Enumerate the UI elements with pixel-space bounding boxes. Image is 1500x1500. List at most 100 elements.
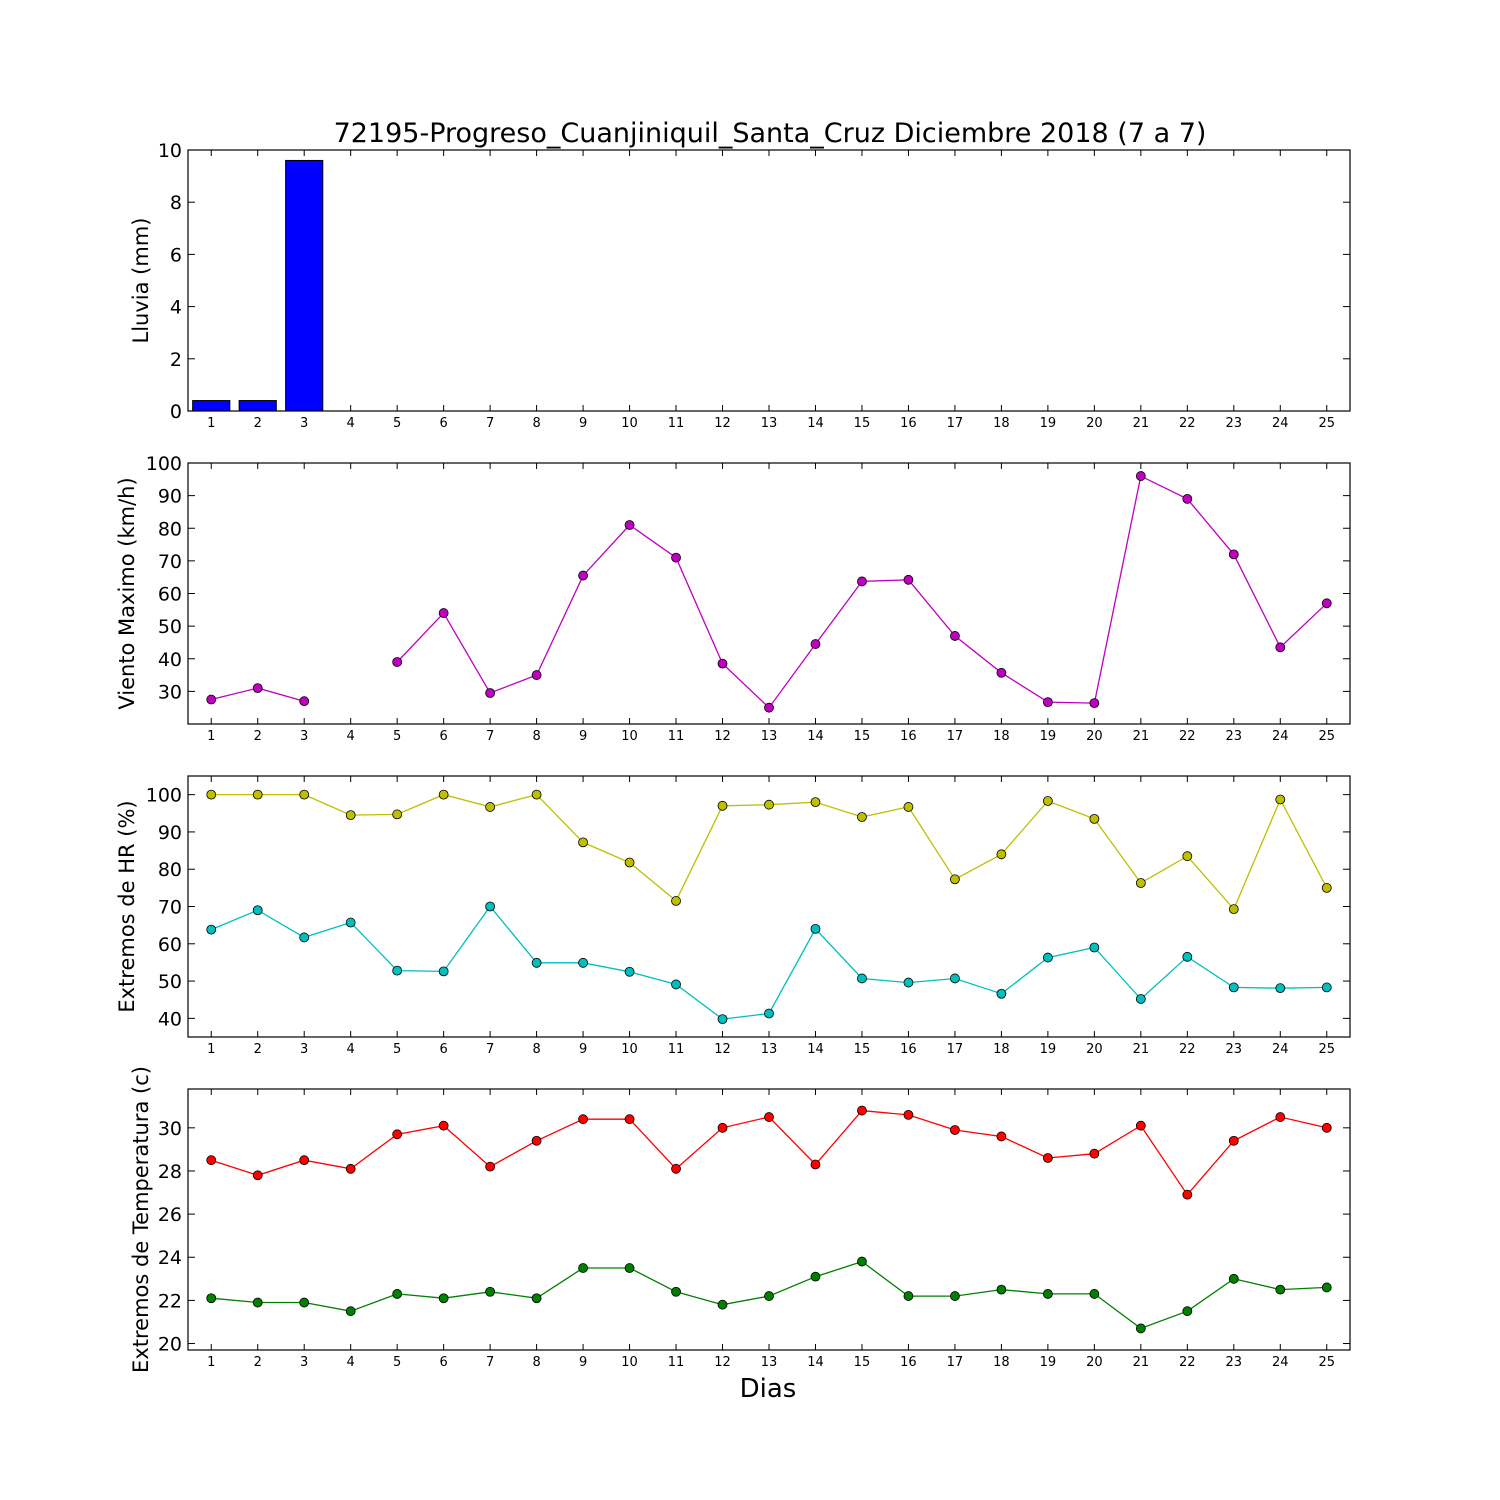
x-tick-label: 23 [1226, 416, 1243, 431]
point-day-5 [392, 809, 403, 820]
plot-area-rain [187, 149, 1351, 412]
x-tick-label: 8 [532, 416, 540, 431]
point-day-6 [438, 608, 449, 618]
x-tick-label: 6 [439, 729, 447, 744]
x-tick-label: 22 [1179, 416, 1196, 431]
x-tick-label: 10 [621, 1355, 638, 1370]
x-tick-label: 16 [900, 1042, 917, 1057]
point-day-6 [438, 1293, 449, 1304]
x-tick-label: 15 [854, 1355, 871, 1370]
x-tick-label: 17 [947, 1355, 964, 1370]
point-day-14 [810, 639, 821, 649]
point-day-8 [531, 957, 542, 968]
y-tick-label: 40 [158, 1008, 182, 1030]
point-day-11 [671, 979, 681, 990]
point-day-3 [299, 1297, 310, 1308]
y-tick-label: 6 [170, 244, 182, 266]
x-tick-label: 25 [1318, 1042, 1335, 1057]
point-day-19 [1042, 1289, 1053, 1299]
y-tick-label: 70 [158, 897, 182, 919]
x-tick-label: 14 [807, 1355, 824, 1370]
point-day-20 [1089, 942, 1100, 953]
x-tick-label: 25 [1318, 1355, 1335, 1370]
x-tick-label: 11 [668, 1042, 685, 1057]
point-day-25 [1321, 982, 1332, 993]
x-tick-label: 1 [207, 729, 215, 744]
point-day-20 [1089, 698, 1100, 709]
point-day-18 [996, 1284, 1007, 1295]
point-day-1 [206, 924, 217, 935]
point-day-16 [903, 802, 914, 812]
y-tick-label: 2 [170, 349, 182, 371]
point-day-2 [252, 905, 263, 916]
bar-day-3 [285, 159, 324, 412]
point-day-22 [1182, 493, 1193, 504]
point-day-21 [1135, 471, 1146, 481]
point-day-8 [531, 1293, 542, 1304]
point-day-5 [392, 1289, 403, 1299]
x-tick-label: 18 [993, 1042, 1010, 1057]
x-tick-label: 14 [807, 729, 824, 744]
x-tick-label: 15 [854, 729, 871, 744]
x-tick-label: 24 [1272, 729, 1289, 744]
point-day-15 [857, 812, 867, 822]
point-day-12 [717, 658, 728, 669]
x-tick-label: 16 [900, 1355, 917, 1370]
point-day-1 [206, 789, 217, 800]
x-tick-label: 7 [486, 416, 494, 431]
point-day-9 [578, 957, 588, 968]
x-tick-label: 16 [900, 416, 917, 431]
point-day-25 [1321, 598, 1332, 609]
x-tick-label: 2 [254, 1355, 262, 1370]
x-tick-label: 20 [1086, 1355, 1103, 1370]
x-tick-label: 24 [1272, 1042, 1289, 1057]
x-tick-label: 10 [621, 1042, 638, 1057]
y-tick-label: 80 [158, 859, 182, 881]
point-day-5 [392, 1129, 403, 1140]
point-day-9 [578, 837, 588, 848]
y-tick-label: 30 [158, 681, 182, 703]
x-tick-label: 9 [579, 1042, 587, 1057]
x-tick-label: 25 [1318, 416, 1335, 431]
point-day-25 [1321, 1282, 1332, 1293]
point-day-7 [485, 901, 496, 912]
point-day-10 [624, 1114, 635, 1125]
point-day-17 [950, 973, 960, 984]
point-day-4 [345, 917, 356, 928]
point-day-19 [1042, 952, 1053, 963]
plot-area-temperature [187, 1088, 1351, 1351]
x-tick-label: 19 [1040, 416, 1057, 431]
point-day-12 [717, 800, 728, 811]
y-tick-label: 60 [158, 934, 182, 956]
point-day-9 [578, 1114, 588, 1125]
x-tick-label: 14 [807, 1042, 824, 1057]
point-day-14 [810, 797, 821, 807]
x-tick-label: 4 [347, 729, 355, 744]
point-day-19 [1042, 796, 1053, 806]
y-tick-label: 90 [158, 486, 182, 508]
x-tick-label: 24 [1272, 416, 1289, 431]
point-day-24 [1275, 642, 1286, 653]
x-tick-label: 11 [668, 416, 685, 431]
point-day-4 [345, 1163, 356, 1174]
plot-area-wind [187, 462, 1351, 725]
point-day-9 [578, 570, 588, 581]
point-day-7 [485, 802, 496, 812]
x-tick-label: 23 [1226, 1355, 1243, 1370]
y-tick-label: 22 [158, 1290, 182, 1312]
point-day-3 [299, 789, 310, 800]
y-tick-label: 30 [158, 1118, 182, 1140]
point-day-1 [206, 1155, 217, 1166]
point-day-2 [252, 789, 263, 800]
x-tick-label: 2 [254, 729, 262, 744]
y-tick-label: 8 [170, 192, 182, 214]
point-day-24 [1275, 794, 1286, 805]
y-tick-label: 60 [158, 584, 182, 606]
point-day-7 [485, 688, 496, 698]
point-day-5 [392, 965, 403, 976]
point-day-1 [206, 694, 217, 705]
x-tick-label: 6 [439, 1355, 447, 1370]
